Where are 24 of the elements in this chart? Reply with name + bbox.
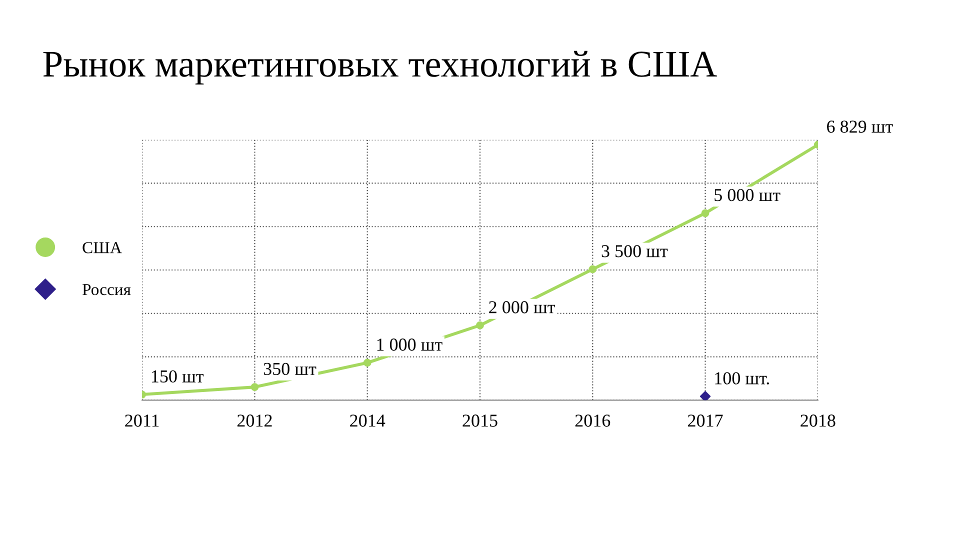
x-tick-label: 2014	[350, 414, 386, 427]
data-label: 1 000 шт	[377, 338, 442, 351]
x-tick-label: 2018	[800, 414, 836, 427]
data-label: 100 шт.	[715, 372, 769, 384]
x-tick-label: 2016	[575, 414, 610, 427]
point	[363, 358, 372, 367]
data-label: 2 000 шт	[489, 301, 555, 314]
point	[700, 391, 711, 400]
legend-label: Россия	[82, 284, 131, 296]
data-label: 6 829 шт	[827, 120, 893, 133]
chart-title: Рынок маркетинговых технологий в США	[43, 50, 717, 85]
legend-label: США	[82, 242, 122, 254]
point	[701, 209, 710, 218]
x-tick-label: 2012	[237, 414, 272, 427]
data-label: 350 шт	[264, 362, 316, 376]
point	[476, 321, 484, 330]
point	[250, 383, 259, 392]
point	[588, 265, 597, 274]
data-label: 3 500 шт	[602, 245, 668, 258]
data-label: 5 000 шт	[714, 188, 780, 202]
x-tick-label: 2017	[688, 414, 723, 427]
x-tick-label: 2011	[125, 414, 159, 427]
x-tick-label: 2015	[462, 414, 498, 427]
data-label: 150 шт	[152, 370, 204, 383]
